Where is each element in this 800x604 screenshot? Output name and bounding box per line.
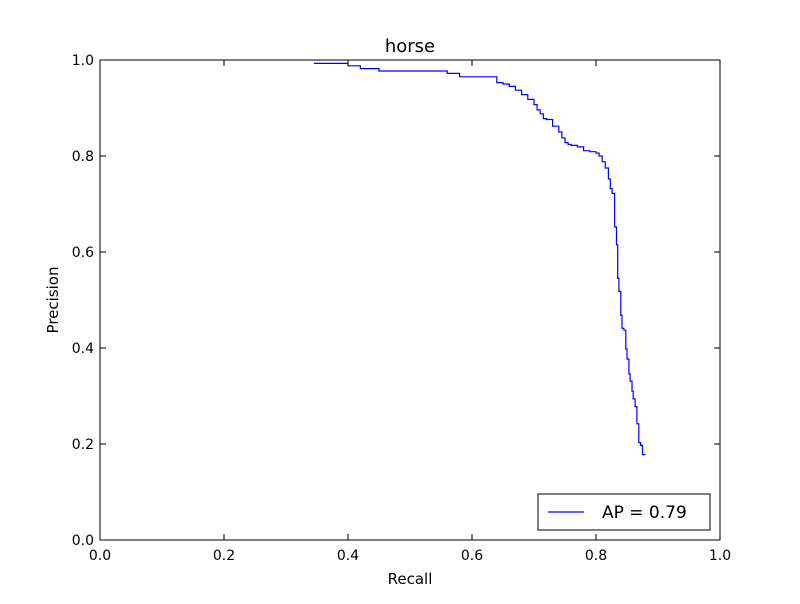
chart-title: horse — [385, 36, 435, 57]
legend-entry-label: AP = 0.79 — [602, 503, 687, 523]
x-tick-label: 0.0 — [89, 548, 111, 564]
y-tick-label: 0.8 — [72, 149, 94, 165]
x-tick-label: 0.8 — [585, 548, 607, 564]
y-tick-label: 1.0 — [72, 53, 94, 69]
y-axis-label: Precision — [44, 267, 62, 334]
series-line-0 — [313, 62, 646, 456]
ticks-layer: 0.0 0.2 0.4 0.6 0.8 1.0 0.0 0.2 0.4 0.6 0.8 1.0 — [72, 53, 731, 564]
plot-layer — [313, 62, 646, 456]
y-tick-label: 0.4 — [72, 341, 94, 357]
y-tick-label: 0.2 — [72, 437, 94, 453]
y-tick-label: 0.0 — [72, 533, 94, 549]
legend: AP = 0.79 — [537, 493, 711, 531]
x-axis-label: Recall — [388, 570, 433, 588]
y-tick-label: 0.6 — [72, 245, 94, 261]
x-tick-label: 0.6 — [461, 548, 483, 564]
x-tick-label: 0.2 — [213, 548, 235, 564]
plot-frame — [99, 59, 721, 541]
x-tick-label: 0.4 — [337, 548, 359, 564]
x-tick-label: 1.0 — [709, 548, 731, 564]
